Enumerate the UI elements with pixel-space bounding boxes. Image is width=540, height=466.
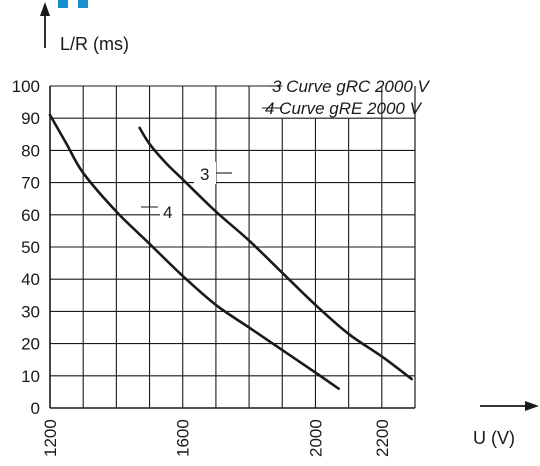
y-tick-label: 30 xyxy=(21,302,40,321)
series-line-3 xyxy=(138,126,413,381)
y-tick-label: 50 xyxy=(21,238,40,257)
accent-mark xyxy=(58,0,88,8)
series-label-bg xyxy=(160,199,182,223)
y-tick-label: 20 xyxy=(21,335,40,354)
x-axis-label: U (V) xyxy=(473,428,515,448)
grid xyxy=(49,85,416,409)
x-tick-labels: 1200 1600 2000 2200 xyxy=(41,419,392,457)
y-axis-label: L/R (ms) xyxy=(60,34,129,54)
accent-block xyxy=(78,0,88,8)
x-tick-label: 1200 xyxy=(41,419,60,457)
y-tick-label: 80 xyxy=(21,141,40,160)
legend: 3 Curve gRC 2000 V 4 Curve gRE 2000 V xyxy=(262,77,431,118)
series-label-bg xyxy=(194,162,216,184)
x-tick-label: 2000 xyxy=(306,419,325,457)
y-tick-label: 0 xyxy=(31,399,40,418)
x-axis-arrowhead xyxy=(525,401,539,411)
y-tick-label: 90 xyxy=(21,109,40,128)
y-tick-label: 100 xyxy=(12,77,40,96)
y-tick-label: 10 xyxy=(21,367,40,386)
x-tick-label: 1600 xyxy=(174,419,193,457)
y-tick-label: 70 xyxy=(21,174,40,193)
series-label-4: 4 xyxy=(163,203,172,222)
y-axis-arrowhead xyxy=(40,2,50,16)
series-labels: 34 xyxy=(141,162,232,223)
legend-entry: 3 Curve gRC 2000 V xyxy=(272,77,431,96)
legend-entry: 4 Curve gRE 2000 V xyxy=(265,99,423,118)
series-label-3: 3 xyxy=(200,165,209,184)
x-tick-label: 2200 xyxy=(373,419,392,457)
y-tick-label: 60 xyxy=(21,206,40,225)
y-tick-labels: 0 10 20 30 40 50 60 70 80 90 100 xyxy=(12,77,40,418)
accent-block xyxy=(58,0,68,8)
y-tick-label: 40 xyxy=(21,270,40,289)
series-lines xyxy=(48,113,413,390)
series-line-4 xyxy=(48,113,340,390)
axis-arrows xyxy=(40,2,539,411)
